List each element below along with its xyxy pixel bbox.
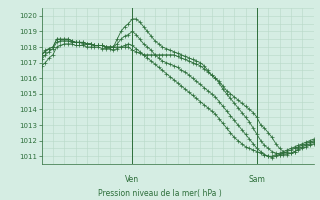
Text: Ven: Ven xyxy=(125,175,139,184)
Text: Pression niveau de la mer( hPa ): Pression niveau de la mer( hPa ) xyxy=(98,189,222,198)
Text: Sam: Sam xyxy=(249,175,265,184)
